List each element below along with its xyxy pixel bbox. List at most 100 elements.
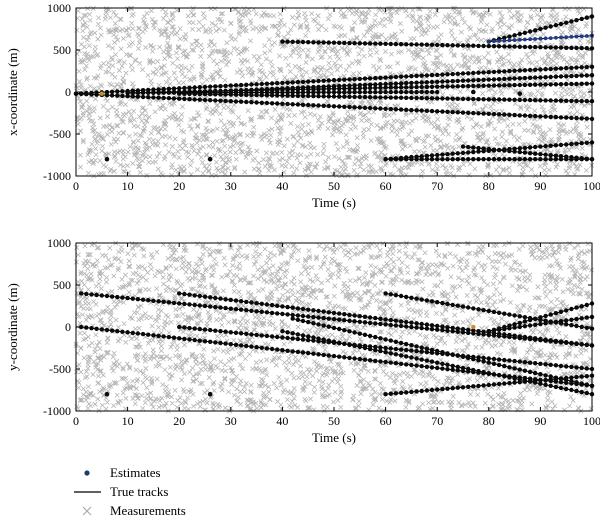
estimate-point xyxy=(321,315,326,321)
track-5 xyxy=(486,33,594,44)
estimate-point xyxy=(275,311,280,316)
estimate-point xyxy=(548,98,553,103)
estimate-point xyxy=(115,329,120,334)
estimate-point xyxy=(321,323,326,328)
estimate-point xyxy=(528,37,532,42)
estimate-point xyxy=(569,45,574,51)
estimate-point xyxy=(517,68,522,73)
estimate-point xyxy=(512,76,517,81)
estimate-point xyxy=(404,89,409,95)
estimate-point xyxy=(388,106,393,112)
estimate-point xyxy=(140,90,146,96)
estimate-point xyxy=(584,302,589,308)
estimate-point xyxy=(269,302,275,308)
estimate-point xyxy=(507,68,512,74)
estimate-point xyxy=(491,69,497,75)
estimate-point xyxy=(450,79,455,84)
estimate-point xyxy=(104,156,110,162)
estimate-point xyxy=(574,81,579,87)
estimate-point xyxy=(502,326,507,332)
estimate-point xyxy=(238,299,244,304)
estimate-point xyxy=(569,35,574,39)
estimate-point xyxy=(367,90,373,95)
estimate-point xyxy=(527,82,533,88)
estimate-point xyxy=(419,357,424,362)
estimate-point xyxy=(300,102,306,108)
estimate-point xyxy=(269,310,275,316)
estimate-point xyxy=(538,381,543,386)
estimate-point xyxy=(538,157,543,162)
estimate-point xyxy=(460,110,466,115)
estimate-point xyxy=(574,34,579,39)
estimate-point xyxy=(337,40,342,45)
estimate-point xyxy=(218,92,223,97)
estimate-point xyxy=(543,321,548,326)
estimate-point xyxy=(450,109,455,115)
estimate-point xyxy=(367,105,373,111)
estimate-point xyxy=(177,291,182,296)
estimate-point xyxy=(486,83,491,88)
estimate-point xyxy=(135,331,141,336)
x-tick-label: 30 xyxy=(225,414,237,428)
estimate-point xyxy=(522,68,528,73)
estimate-point xyxy=(244,92,249,98)
estimate-point xyxy=(342,94,347,99)
x-tick-label: 60 xyxy=(380,179,392,193)
estimate-point xyxy=(455,78,460,84)
estimate-point xyxy=(177,301,182,306)
estimate-point xyxy=(419,349,424,354)
estimate-point xyxy=(192,85,197,90)
estimate-point xyxy=(362,345,368,351)
estimate-point xyxy=(295,79,301,85)
estimate-point xyxy=(543,114,548,119)
estimate-point xyxy=(471,43,476,48)
estimate-point xyxy=(192,302,197,308)
estimate-point xyxy=(548,24,553,29)
estimate-point xyxy=(409,324,414,330)
estimate-point xyxy=(383,157,388,162)
estimate-point xyxy=(450,96,455,101)
track-3 xyxy=(280,39,595,51)
estimate-point xyxy=(481,77,486,83)
estimate-point xyxy=(512,325,517,330)
estimate-point xyxy=(476,70,481,75)
estimate-point xyxy=(574,323,579,329)
estimate-point xyxy=(486,329,491,334)
estimate-point xyxy=(522,150,528,155)
estimate-point xyxy=(527,29,533,34)
estimate-point xyxy=(579,374,584,379)
estimate-point xyxy=(264,346,270,351)
estimate-point xyxy=(352,330,357,335)
estimate-point xyxy=(579,342,584,347)
estimate-point xyxy=(440,366,445,371)
estimate-point xyxy=(259,345,264,350)
estimate-point xyxy=(140,297,146,302)
estimate-point xyxy=(538,82,543,87)
estimate-point xyxy=(280,90,285,95)
estimate-point xyxy=(553,143,559,148)
estimate-point xyxy=(450,84,455,89)
estimate-point xyxy=(517,324,522,330)
estimate-point xyxy=(373,347,378,353)
estimate-point xyxy=(481,359,486,364)
estimate-point xyxy=(481,70,486,75)
estimate-point xyxy=(502,332,507,337)
estimate-point xyxy=(326,324,331,329)
estimate-point xyxy=(166,334,172,340)
estimate-point xyxy=(130,90,135,96)
estimate-point xyxy=(398,74,404,79)
estimate-point xyxy=(533,113,538,119)
estimate-point xyxy=(584,366,589,371)
estimate-point xyxy=(409,320,414,325)
estimate-point xyxy=(285,39,290,44)
estimate-point xyxy=(553,66,559,71)
estimate-point xyxy=(481,43,486,49)
estimate-point xyxy=(460,43,466,48)
estimate-point xyxy=(553,319,559,325)
estimate-point xyxy=(177,86,182,91)
estimate-point xyxy=(424,84,430,90)
estimate-point xyxy=(502,97,507,102)
estimate-point xyxy=(569,73,574,79)
estimate-point xyxy=(352,77,357,82)
y-tick-label: 0 xyxy=(65,320,71,334)
